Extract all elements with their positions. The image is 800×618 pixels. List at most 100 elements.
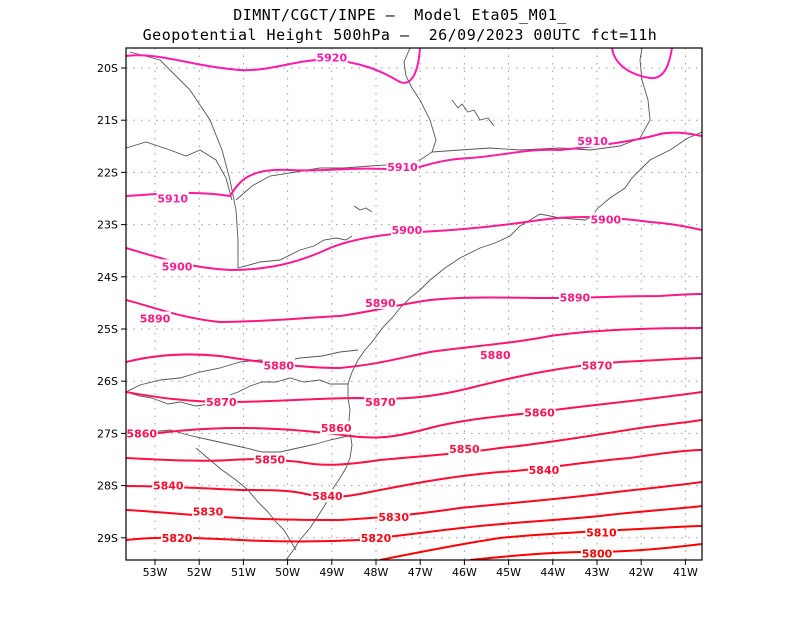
- lon-tick-label: 45W: [496, 566, 521, 579]
- lake-outline: [451, 99, 495, 127]
- contour-label-bg: [311, 489, 344, 503]
- lon-tick-label: 46W: [452, 566, 477, 579]
- lat-tick-label: 20S: [97, 62, 118, 75]
- contour-label-bg: [161, 530, 194, 544]
- contour-label-5880: 5880: [480, 349, 511, 362]
- contour-5890: [126, 293, 702, 324]
- lat-tick-label: 28S: [97, 480, 118, 493]
- contour-label-bg: [125, 426, 158, 440]
- contour-labels: 5920 5910 5910 5910 5900 5900 5900 5890 5890 5890…: [125, 50, 622, 560]
- border-line: [129, 51, 239, 268]
- contour-label-bg: [581, 546, 613, 560]
- lon-tick-label: 52W: [187, 566, 212, 579]
- lon-tick-label: 50W: [275, 566, 300, 579]
- contour-label-bg: [527, 462, 560, 476]
- border-line: [431, 48, 651, 153]
- lat-tick-label: 24S: [97, 271, 118, 284]
- contour-5840: [126, 449, 702, 499]
- contour-label-bg: [585, 525, 618, 539]
- contour-label-bg: [581, 358, 613, 372]
- contour-label-5910: 5910: [387, 161, 418, 174]
- lon-tick-label: 47W: [408, 566, 433, 579]
- contour-label-5870: 5870: [206, 396, 237, 409]
- map-frame: [125, 47, 703, 561]
- border-line: [195, 447, 297, 551]
- contour-label-bg: [390, 222, 423, 236]
- contour-label-bg: [320, 421, 353, 435]
- lon-tick-label: 42W: [629, 566, 654, 579]
- contour-label-5870: 5870: [582, 360, 613, 373]
- contour-label-bg: [589, 212, 622, 226]
- border-line: [235, 48, 437, 201]
- contour-label-5840: 5840: [153, 480, 184, 493]
- coastline-and-borders: [126, 48, 702, 560]
- contour-5910: [126, 131, 702, 198]
- contour-label-bg: [152, 478, 185, 492]
- contour-5810: [379, 525, 702, 560]
- contour-label-bg: [377, 509, 410, 523]
- contour-5820: [126, 505, 702, 543]
- contour-label-bg: [576, 134, 609, 148]
- border-line: [126, 141, 233, 201]
- border-line: [237, 235, 353, 269]
- contour-label-5860: 5860: [524, 407, 555, 420]
- lon-tick-label: 49W: [319, 566, 344, 579]
- contour-label-bg: [315, 50, 348, 64]
- contour-label-bg: [364, 395, 397, 409]
- lake-outline: [353, 205, 373, 213]
- contour-label-5900: 5900: [162, 260, 193, 273]
- contour-label-bg: [448, 442, 481, 456]
- contour-label-5830: 5830: [193, 506, 224, 519]
- lon-tick-label: 51W: [231, 566, 256, 579]
- contour-label-5880: 5880: [263, 360, 294, 373]
- contour-label-5900: 5900: [392, 224, 423, 237]
- contour-label-bg: [156, 191, 189, 205]
- lat-tick-label: 22S: [97, 166, 118, 179]
- lon-tick-label: 43W: [585, 566, 610, 579]
- contour-label-bg: [192, 504, 225, 518]
- contour-label-5810: 5810: [586, 527, 617, 540]
- contour-label-5910: 5910: [157, 193, 188, 206]
- contour-label-5830: 5830: [378, 511, 409, 524]
- contour-label-bg: [558, 290, 591, 304]
- contour-label-bg: [479, 348, 512, 362]
- contour-label-bg: [253, 452, 286, 466]
- border-line: [126, 429, 349, 453]
- map-title: DIMNT/CGCT/INPE – Model Eta05_M01_: [233, 6, 567, 24]
- map-subtitle: Geopotential Height 500hPa – 26/09/2023 …: [142, 26, 658, 44]
- border-line: [126, 349, 359, 393]
- contour-label-bg: [523, 405, 556, 419]
- contour-label-5900: 5900: [591, 213, 622, 226]
- lat-tick-label: 29S: [97, 532, 118, 545]
- contour-label-5890: 5890: [560, 292, 591, 305]
- lon-tick-label: 53W: [143, 566, 168, 579]
- lon-tick-label: 48W: [364, 566, 389, 579]
- border-line: [285, 131, 702, 560]
- lat-tick-label: 23S: [97, 219, 118, 232]
- contour-label-5840: 5840: [529, 464, 560, 477]
- contour-label-5890: 5890: [140, 313, 171, 326]
- contour-label-bg: [161, 259, 194, 273]
- contour-label-5820: 5820: [361, 532, 392, 545]
- contour-label-bg: [364, 295, 397, 309]
- contour-label-5860: 5860: [321, 422, 352, 435]
- contour-label-bg: [262, 358, 295, 372]
- contour-label-5870: 5870: [365, 396, 396, 409]
- contour-label-5920: 5920: [316, 52, 347, 65]
- contour-5920: [126, 48, 673, 84]
- contour-label-bg: [139, 311, 171, 325]
- contour-label-bg: [386, 160, 419, 174]
- lat-tick-label: 26S: [97, 375, 118, 388]
- contour-label-5820: 5820: [162, 532, 193, 545]
- latitude-axis: 20S 21S 22S 23S 24S 25S 26S 27S 28S 29S: [97, 62, 126, 545]
- contour-label-5800: 5800: [582, 547, 613, 560]
- contour-label-5860: 5860: [126, 427, 157, 440]
- lat-tick-label: 25S: [97, 323, 118, 336]
- lon-tick-label: 44W: [540, 566, 565, 579]
- contour-label-bg: [205, 395, 238, 409]
- contour-label-bg: [360, 530, 392, 544]
- contour-label-5890: 5890: [365, 297, 396, 310]
- lon-tick-label: 41W: [673, 566, 698, 579]
- lat-tick-label: 21S: [97, 114, 118, 127]
